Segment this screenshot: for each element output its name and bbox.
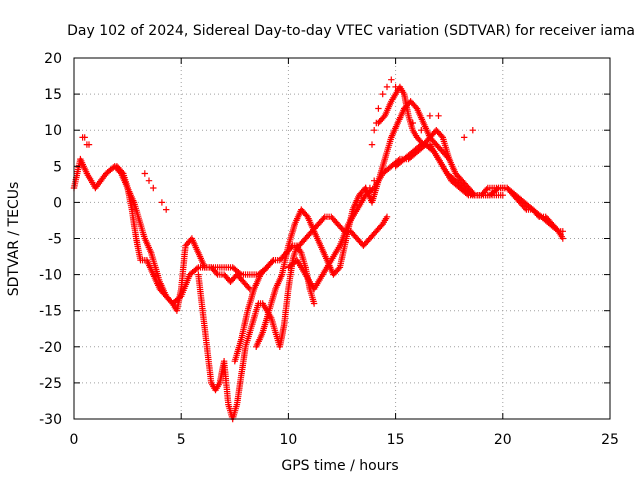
data-point [85, 141, 93, 148]
data-point [81, 134, 88, 141]
data-point [158, 199, 166, 206]
y-tick-label: 10 [44, 123, 62, 139]
data-point [379, 90, 386, 98]
data-point [483, 186, 490, 193]
data-point [368, 141, 376, 148]
y-tick-label: 0 [53, 195, 62, 211]
data-point [335, 265, 342, 272]
data-point [559, 235, 566, 242]
y-tick-label: 20 [44, 51, 62, 67]
data-point [310, 300, 318, 307]
data-point [320, 215, 327, 222]
data-point [461, 134, 468, 141]
data-point [371, 127, 378, 134]
y-tick-labels: -30 -25 -20 -15 -10 -5 0 5 10 15 20 [39, 51, 62, 428]
data-point [193, 265, 201, 272]
y-tick-label: 15 [44, 87, 62, 103]
x-tick-label: 20 [494, 432, 512, 448]
y-tick-label: -25 [39, 376, 62, 392]
y-tick-label: 5 [53, 159, 62, 175]
data-point [366, 184, 374, 192]
data-points [70, 76, 566, 423]
y-tick-label: -10 [39, 268, 62, 284]
data-point [373, 119, 380, 127]
data-point [426, 112, 434, 119]
y-tick-label: -30 [39, 412, 62, 428]
data-point [375, 105, 382, 112]
data-point [383, 213, 391, 220]
data-point [435, 112, 442, 119]
x-tick-label: 5 [177, 432, 186, 448]
data-point [418, 127, 425, 134]
data-point [383, 83, 391, 91]
data-point [499, 192, 506, 199]
data-point [401, 105, 408, 112]
data-point [553, 226, 561, 234]
data-point [416, 142, 424, 149]
data-point [388, 76, 395, 83]
data-point [118, 168, 126, 176]
data-point [438, 132, 445, 140]
data-point [145, 177, 153, 184]
data-point [236, 270, 243, 277]
y-tick-label: -15 [39, 304, 62, 320]
data-point [353, 199, 361, 206]
x-tick-labels: 0 5 10 15 20 25 [70, 432, 619, 448]
data-point [141, 170, 148, 177]
y-axis-label: SDTVAR / TECUs [6, 182, 22, 297]
data-point [559, 228, 566, 235]
x-tick-label: 15 [387, 432, 405, 448]
x-tick-label: 10 [279, 432, 297, 448]
data-point [409, 119, 416, 127]
data-point [521, 205, 529, 212]
data-point [469, 127, 476, 134]
data-point [468, 190, 475, 198]
data-point [268, 258, 276, 265]
data-point [358, 192, 365, 199]
data-point [163, 206, 170, 213]
axis-ticks [73, 57, 611, 420]
data-point [213, 270, 220, 277]
data-point [245, 284, 252, 291]
x-axis-label: GPS time / hours [281, 458, 398, 474]
data-point [150, 184, 157, 192]
data-point [493, 186, 501, 193]
y-tick-label: -20 [39, 340, 62, 356]
data-point [392, 83, 399, 91]
y-tick-label: -5 [48, 232, 62, 248]
data-point [375, 177, 382, 184]
x-tick-label: 0 [70, 432, 79, 448]
chart-title: Day 102 of 2024, Sidereal Day-to-day VTE… [67, 23, 635, 39]
x-tick-label: 25 [601, 432, 619, 448]
